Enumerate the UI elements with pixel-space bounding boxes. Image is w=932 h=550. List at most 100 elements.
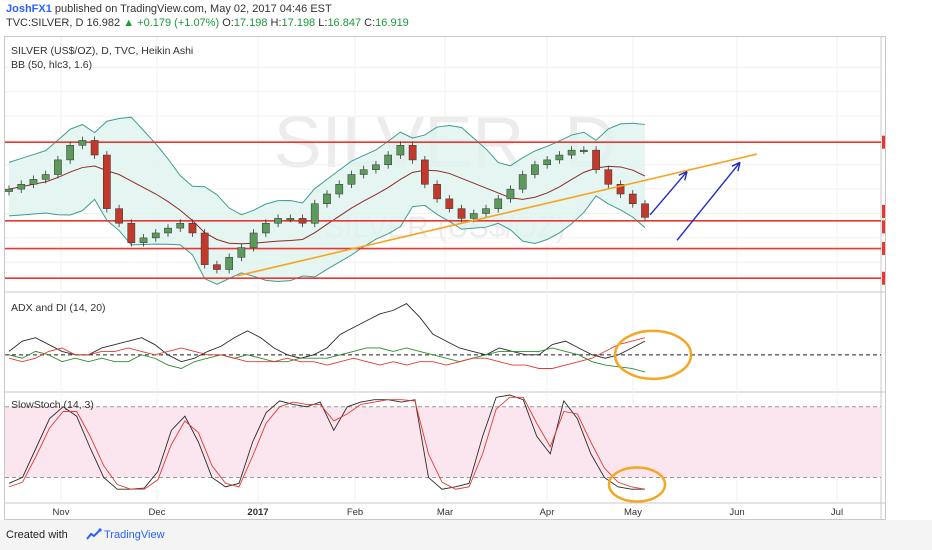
candle-body [408,145,417,161]
candle-body [151,232,160,239]
highlight-circle [613,329,693,381]
symbol-label: TVC:SILVER, D [6,17,84,29]
high-value: 17.198 [281,17,316,29]
arrow-head-icon [678,170,688,181]
candle-body [115,208,123,224]
candle-body [457,208,466,219]
x-tick-label: 2017 [247,507,268,518]
candle-body [188,222,197,234]
adx-pane-title: ADX and DI (14, 20) [11,302,106,314]
footer: Created with TradingView [0,520,932,550]
highlight-circle [607,466,667,503]
price-tag [882,204,885,218]
bollinger-upper-line [8,116,646,216]
candle-body [372,164,380,170]
di-plus-line [8,347,646,373]
price-change: +0.179 (+1.07%) [137,17,220,29]
candle-body [469,213,478,219]
candle-body [396,145,405,156]
candle-body [41,174,50,180]
candle-body [567,149,576,156]
candle-body [90,140,99,156]
candle-body [616,184,625,195]
low-value: 16.847 [327,17,362,29]
chart-canvas[interactable]: SILVER, DSILVER (US$/OZ)NovDec2017FebMar… [5,37,885,519]
candle-body [494,198,503,209]
arrow-head-icon [731,161,741,172]
candle-body [286,218,295,221]
candle-body [29,179,38,185]
close-label: C: [364,17,376,29]
candle-body [78,140,87,146]
ohlc-line: TVC:SILVER, D 16.982 ▲ +0.179 (+1.07%) O… [6,17,409,29]
x-tick-label: Dec [149,507,166,518]
published-text: published on TradingView.com, May 02, 20… [54,3,332,15]
candle-body [66,145,75,161]
candle-body [555,154,564,161]
candle-body [164,227,172,234]
candle-body [445,198,454,209]
candle-body [200,232,209,265]
candle-body [323,193,331,205]
x-tick-label: Jul [831,507,843,518]
candle-body [298,218,307,224]
tradingview-brand[interactable]: TradingView [104,529,165,541]
candle-body [335,184,344,195]
last-price: 16.982 [86,17,121,29]
candle-body [347,174,356,185]
candle-body [310,203,319,224]
price-tag [882,135,885,149]
tradingview-logo-icon [86,528,102,540]
candle-body [139,237,148,243]
candle-body [274,218,282,224]
bollinger-basis-line [8,165,646,245]
candle-body [17,184,26,190]
candle-body [579,149,588,152]
candle-body [261,222,270,234]
candle-body [213,264,221,270]
close-value: 16.919 [375,17,409,29]
candle-body [641,203,649,218]
candle-body [384,154,393,166]
candle-body [102,154,111,209]
trend-line [236,153,758,277]
stoch-d-line [8,396,646,490]
x-tick-label: Mar [437,507,453,518]
price-tag [882,242,885,256]
stoch-k-line [8,394,645,490]
high-label: H: [270,17,282,29]
price-pane-title: SILVER (US$/OZ), D, TVC, Heikin Ashi [11,45,194,57]
chart-area[interactable]: SILVER, DSILVER (US$/OZ)NovDec2017FebMar… [4,36,886,520]
x-tick-label: Jun [729,507,744,518]
candle-body [249,232,258,248]
chart-header: JoshFX1 published on TradingView.com, Ma… [0,0,932,32]
author-link[interactable]: JoshFX1 [6,3,52,15]
candle-body [506,188,515,200]
di-minus-line [8,337,646,369]
price-tag [882,271,885,285]
projection-arrow-line [649,171,688,216]
publish-line: JoshFX1 published on TradingView.com, Ma… [6,3,332,15]
candle-body [543,159,552,166]
candle-body [225,257,234,270]
candle-body [604,169,613,185]
low-label: L: [318,17,328,29]
stoch-band-fill [5,406,881,478]
candle-body [628,193,637,205]
x-tick-label: Nov [53,507,70,518]
candle-body [592,149,600,170]
projection-arrow-line [676,161,741,241]
x-tick-label: Feb [347,507,363,518]
x-tick-label: May [624,507,642,518]
bollinger-lower-line [8,195,646,285]
candle-body [54,159,62,175]
candle-body [482,208,490,214]
candle-body [176,222,185,229]
candle-body [5,188,13,192]
up-arrow-icon: ▲ [123,17,135,29]
candle-body [420,159,429,185]
open-value: 17.198 [233,17,268,29]
candle-body [518,174,527,190]
stoch-pane-title: SlowStoch (14, 3) [11,399,94,411]
candle-body [531,164,539,175]
